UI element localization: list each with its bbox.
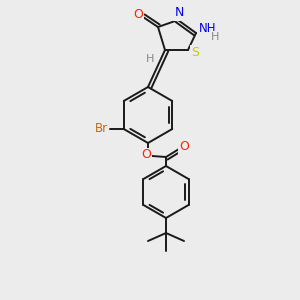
Text: O: O: [179, 140, 189, 154]
Text: H: H: [146, 54, 154, 64]
Text: H: H: [211, 32, 219, 42]
Text: O: O: [133, 8, 143, 22]
Text: N: N: [174, 7, 184, 20]
Text: Br: Br: [95, 122, 108, 134]
Text: S: S: [191, 46, 199, 59]
Text: NH: NH: [199, 22, 217, 34]
Text: O: O: [141, 148, 151, 161]
